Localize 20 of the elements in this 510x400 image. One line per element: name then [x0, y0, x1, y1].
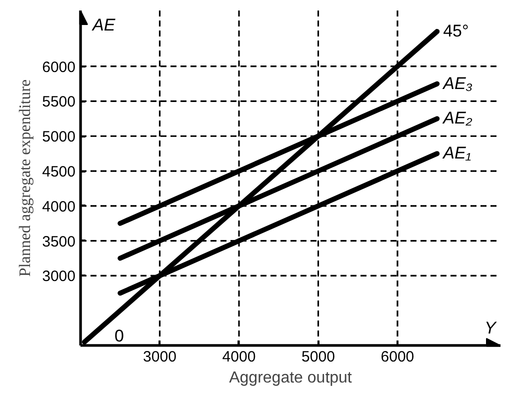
series-label: AE₃: [442, 74, 473, 93]
x-axis-title: Aggregate output: [229, 370, 352, 386]
series-label: AE₁: [442, 144, 472, 163]
y-tick-label: 3000: [42, 268, 76, 286]
annotation: Y: [484, 318, 498, 338]
annotation: 0: [114, 326, 124, 346]
annotation: AE: [92, 16, 116, 34]
x-tick-label: 3000: [143, 348, 176, 366]
x-tick-label: 6000: [380, 348, 414, 366]
x-tick-label: 5000: [302, 348, 335, 366]
series-label: AE₂: [442, 108, 473, 128]
y-tick-label: 3500: [42, 233, 76, 250]
y-tick-label: 5000: [42, 128, 76, 146]
y-tick-label: 4500: [42, 164, 76, 181]
y-tick-label: 6000: [42, 58, 76, 76]
y-axis-title: Planned aggregate expenditure: [17, 79, 34, 277]
y-tick-label: 4000: [42, 198, 76, 216]
series-label: 45°: [443, 21, 469, 40]
y-tick-label: 5500: [42, 94, 76, 111]
x-tick-label: 4000: [222, 348, 256, 366]
